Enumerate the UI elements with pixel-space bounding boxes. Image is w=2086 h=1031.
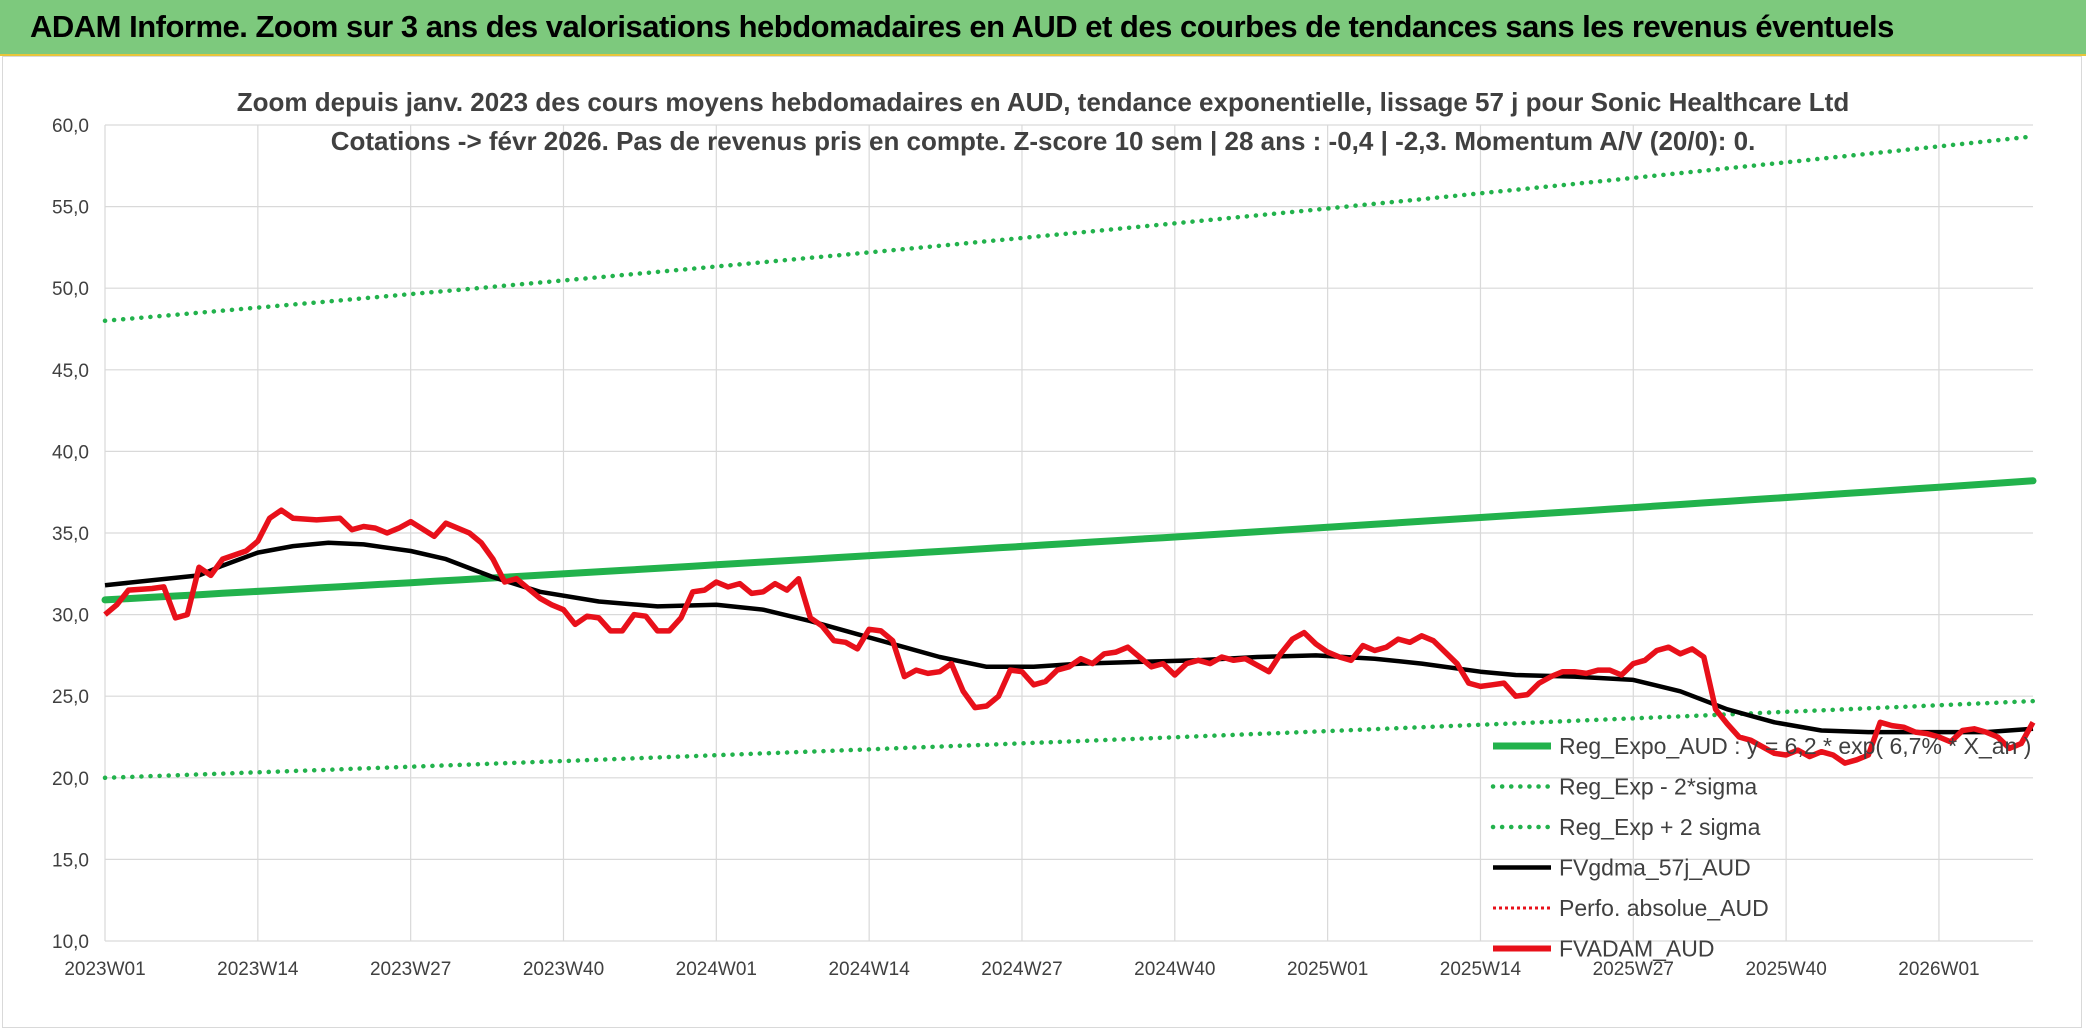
- y-tick-label: 35,0: [52, 524, 89, 545]
- chart-legend: Reg_Expo_AUD : y = 6,2 * exp( 6,7% * X_a…: [1490, 733, 2031, 962]
- line-chart: 10,0 15,0 20,0 25,0 30,0 35,0 40,0 45,0 50,0 55,0…: [52, 87, 2037, 980]
- report-banner: ADAM Informe. Zoom sur 3 ans des valoris…: [0, 0, 2086, 56]
- y-tick-label: 50,0: [52, 279, 89, 300]
- y-tick-label: 25,0: [52, 687, 89, 708]
- legend-label: FVADAM_AUD: [1559, 936, 1715, 962]
- x-tick-label: 2023W01: [64, 959, 145, 980]
- x-tick-label: 2023W27: [370, 959, 451, 980]
- series-reg-exp-2-sigma: [102, 698, 2036, 781]
- x-tick-label: 2024W01: [676, 959, 757, 980]
- chart-frame: 10,0 15,0 20,0 25,0 30,0 35,0 40,0 45,0 50,0 55,0…: [2, 56, 2082, 1028]
- x-tick-label: 2024W40: [1134, 959, 1215, 980]
- series-fvadam-aud: [103, 507, 2036, 766]
- y-tick-label: 30,0: [52, 606, 89, 627]
- y-tick-label: 40,0: [52, 442, 89, 463]
- x-tick-label: 2024W27: [981, 959, 1062, 980]
- x-tick-label: 2025W40: [1745, 959, 1826, 980]
- legend-label: Reg_Exp + 2 sigma: [1559, 814, 1761, 840]
- x-tick-label: 2025W14: [1440, 959, 1522, 980]
- y-tick-label: 45,0: [52, 361, 89, 382]
- series-fvgdma-57j-aud: [104, 540, 2034, 735]
- chart-title: Zoom depuis janv. 2023 des cours moyens …: [237, 87, 1849, 156]
- legend-label: Reg_Expo_AUD : y = 6,2 * exp( 6,7% * X_a…: [1559, 733, 2031, 759]
- legend-label: Reg_Exp - 2*sigma: [1559, 774, 1757, 800]
- y-axis: 10,0 15,0 20,0 25,0 30,0 35,0 40,0 45,0 50,0 55,0…: [52, 116, 89, 953]
- y-tick-label: 10,0: [52, 932, 89, 953]
- legend-label: FVgdma_57j_AUD: [1559, 855, 1751, 881]
- series-layer: [101, 134, 2037, 781]
- chart-title-line1: Zoom depuis janv. 2023 des cours moyens …: [237, 87, 1849, 117]
- x-tick-label: 2025W27: [1593, 959, 1674, 980]
- series-reg-exp-2-sigma: [102, 134, 2036, 324]
- x-tick-label: 2023W40: [523, 959, 604, 980]
- chart-title-line2: Cotations -> févr 2026. Pas de revenus p…: [331, 126, 1756, 156]
- y-tick-label: 15,0: [52, 850, 89, 871]
- x-axis: 2023W01 2023W14 2023W27 2023W40 2024W01 2024W…: [64, 959, 1979, 980]
- report-title: ADAM Informe. Zoom sur 3 ans des valoris…: [30, 9, 1894, 44]
- x-tick-label: 2025W01: [1287, 959, 1368, 980]
- legend-label: Perfo. absolue_AUD: [1559, 895, 1769, 921]
- series-reg-expo-aud: [101, 477, 2037, 604]
- y-tick-label: 20,0: [52, 769, 89, 790]
- y-tick-label: 55,0: [52, 198, 89, 219]
- x-tick-label: 2023W14: [217, 959, 299, 980]
- x-tick-label: 2024W14: [828, 959, 910, 980]
- x-tick-label: 2026W01: [1898, 959, 1979, 980]
- y-tick-label: 60,0: [52, 116, 89, 137]
